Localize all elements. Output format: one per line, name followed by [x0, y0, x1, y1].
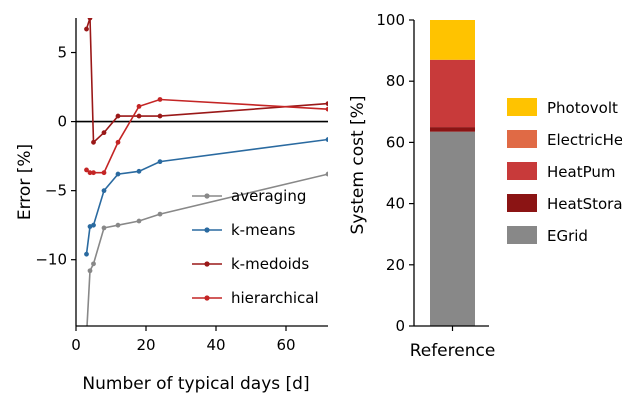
- data-point-hierarchical-6: [157, 97, 163, 102]
- data-point-k-means-4: [115, 171, 121, 177]
- legend-label-HeatPum: HeatPum: [547, 163, 615, 181]
- data-point-hierarchical-5: [136, 103, 142, 109]
- series-line-k-medoids: [85, 18, 328, 145]
- x-tick-label: 0: [71, 336, 81, 354]
- legend-marker-k-means: [204, 227, 210, 233]
- legend-marker-k-medoids: [204, 261, 210, 267]
- bar-y-tick-label: 40: [386, 195, 405, 213]
- series-line-hierarchical: [86, 98, 328, 174]
- bar-y-tick-label: 80: [386, 72, 405, 90]
- legend-label-averaging: averaging: [231, 187, 306, 205]
- data-point-averaging-3: [101, 225, 107, 231]
- bar-y-tick-label: 0: [395, 317, 405, 335]
- data-point-averaging-6: [157, 211, 163, 217]
- bar-y-tick-label: 60: [386, 133, 405, 151]
- legend-label-k-medoids: k-medoids: [231, 255, 309, 273]
- data-point-k-means-7: [325, 137, 328, 142]
- data-point-averaging-0: [84, 333, 89, 338]
- data-point-hierarchical-0: [84, 167, 89, 173]
- data-point-k-medoids-0: [84, 26, 89, 32]
- bar-segment-HeatStora: [430, 127, 475, 132]
- legend-swatch-EGrid: [507, 226, 537, 244]
- bar-segment-HeatPum: [430, 59, 475, 128]
- legend-swatch-ElectricHe: [507, 130, 537, 148]
- x-tick-label: 60: [276, 336, 295, 354]
- data-point-averaging-2: [91, 261, 96, 267]
- x-tick-label: 40: [206, 336, 225, 354]
- data-point-k-means-3: [101, 188, 107, 194]
- bar-y-axis-label: System cost [%]: [348, 96, 368, 235]
- legend-swatch-HeatPum: [507, 162, 537, 180]
- line-series-group: [84, 18, 328, 338]
- data-point-k-medoids-4: [115, 113, 121, 119]
- data-point-hierarchical-7: [325, 106, 328, 112]
- legend-label-hierarchical: hierarchical: [231, 289, 319, 307]
- bar-legend: Photovolt ElectricHe HeatPum HeatStora EGrid: [507, 98, 622, 245]
- data-point-k-medoids-6: [157, 113, 163, 119]
- data-point-hierarchical-2: [91, 170, 96, 176]
- data-point-k-means-2: [91, 222, 96, 228]
- y-tick-label: 0: [57, 113, 67, 131]
- data-point-k-medoids-7: [325, 101, 328, 107]
- x-tick-label: 20: [136, 336, 155, 354]
- y-tick-label: −10: [35, 251, 67, 269]
- data-point-k-means-5: [136, 168, 142, 174]
- legend-label-Photovolt: Photovolt: [547, 99, 618, 117]
- data-point-k-medoids-3: [101, 130, 107, 136]
- y-tick-label: 5: [57, 44, 67, 62]
- data-point-k-medoids-2: [91, 139, 96, 145]
- data-point-averaging-7: [325, 171, 328, 177]
- y-tick-label: −5: [45, 182, 67, 200]
- data-point-averaging-1: [87, 268, 93, 274]
- legend-marker-hierarchical: [204, 295, 210, 301]
- legend-label-ElectricHe: ElectricHe: [547, 131, 622, 149]
- legend-label-k-means: k-means: [231, 221, 296, 239]
- legend-marker-averaging: [204, 193, 210, 199]
- bar-segment-Photovolt: [430, 20, 475, 60]
- legend-label-HeatStora: HeatStora: [547, 195, 622, 213]
- bar-segment-EGrid: [430, 131, 475, 326]
- data-point-k-means-0: [84, 251, 89, 257]
- bar-y-tick-label: 100: [376, 11, 405, 29]
- data-point-hierarchical-3: [101, 170, 107, 176]
- x-axis-label: Number of typical days [d]: [82, 374, 309, 394]
- legend-label-EGrid: EGrid: [547, 227, 588, 245]
- bar-y-tick-label: 20: [386, 256, 405, 274]
- data-point-k-medoids-1: [87, 18, 93, 21]
- data-point-k-medoids-5: [136, 113, 142, 119]
- data-point-averaging-4: [115, 222, 121, 228]
- bar-category-label: Reference: [410, 341, 496, 361]
- data-point-k-means-6: [157, 159, 163, 165]
- y-axis-label: Error [%]: [15, 144, 35, 220]
- legend-swatch-HeatStora: [507, 194, 537, 212]
- legend-swatch-Photovolt: [507, 98, 537, 116]
- data-point-hierarchical-1: [87, 170, 93, 176]
- data-point-averaging-5: [136, 218, 142, 224]
- data-point-hierarchical-4: [115, 139, 121, 145]
